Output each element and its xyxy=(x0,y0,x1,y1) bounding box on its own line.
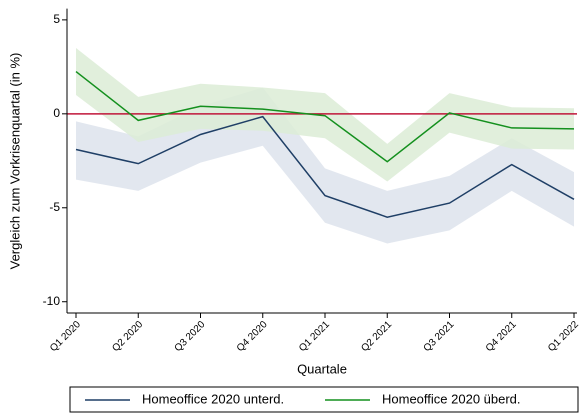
y-tick-label: 5 xyxy=(53,12,60,26)
line xyxy=(75,70,575,163)
legend-label: Homeoffice 2020 unterd. xyxy=(142,391,284,406)
x-tick-label: Q3 2020 xyxy=(173,319,208,354)
legend-label: Homeoffice 2020 überd. xyxy=(382,391,521,406)
x-tick-label: Q1 2021 xyxy=(297,319,332,354)
y-tick-label: -10 xyxy=(43,294,61,308)
line xyxy=(75,115,575,218)
x-tick-label: Q2 2020 xyxy=(110,319,145,354)
confidence-band xyxy=(76,48,574,182)
x-tick-label: Q1 2020 xyxy=(48,319,83,354)
y-tick-label: 0 xyxy=(53,106,60,120)
x-axis-label: Quartale xyxy=(297,361,347,376)
x-tick-label: Q3 2021 xyxy=(422,319,457,354)
x-tick-label: Q4 2020 xyxy=(235,319,270,354)
x-tick-label: Q2 2021 xyxy=(359,319,394,354)
y-tick-label: -5 xyxy=(49,200,60,214)
y-axis-label: Vergleich zum Vorkrisenquartal (in %) xyxy=(7,53,22,270)
legend-box xyxy=(69,386,579,413)
x-tick-label: Q4 2021 xyxy=(484,319,519,354)
x-tick-label: Q1 2022 xyxy=(546,319,581,354)
